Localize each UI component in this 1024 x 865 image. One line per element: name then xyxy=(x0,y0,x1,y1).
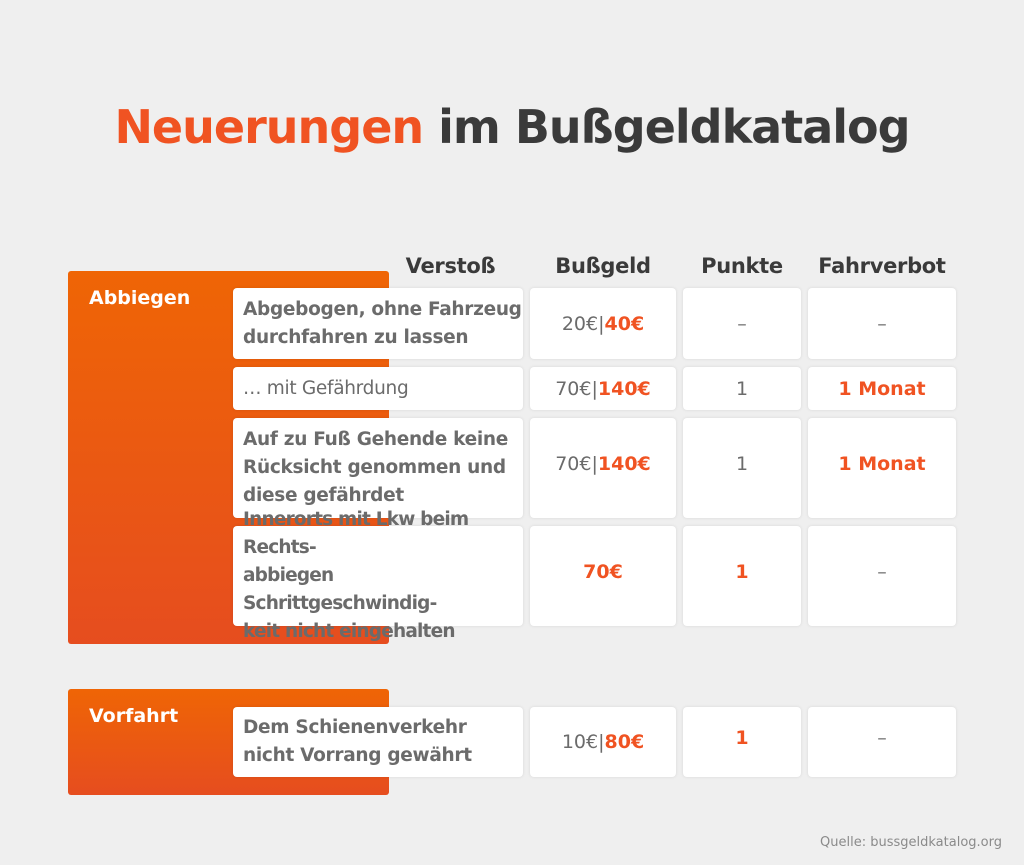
title-accent: Neuerungen xyxy=(114,100,424,154)
fahrverbot-cell: 1 Monat xyxy=(808,418,956,518)
category-label: Vorfahrt xyxy=(89,705,179,727)
fahrverbot-value: 1 Monat xyxy=(838,453,926,475)
bussgeld-new: 140€ xyxy=(597,377,651,400)
column-header-verstoss: Verstoß xyxy=(405,254,496,278)
punkte-value: 1 xyxy=(735,727,749,749)
punkte-value: 1 xyxy=(735,561,749,583)
bussgeld-cell: 70€ | 140€ xyxy=(530,367,676,410)
punkte-cell: 1 xyxy=(683,707,801,777)
bussgeld-separator: | xyxy=(591,377,598,400)
verstoss-line: keit nicht eingehalten xyxy=(243,621,456,642)
verstoss-line: Innerorts mit Lkw beim Rechts- xyxy=(243,509,469,558)
column-header-fahrverbot: Fahrverbot xyxy=(818,254,946,278)
category-label: Abbiegen xyxy=(89,287,191,309)
punkte-cell: – xyxy=(683,288,801,359)
verstoss-text: … mit Gefährdung xyxy=(243,377,409,399)
punkte-value: – xyxy=(737,312,747,335)
verstoss-line: abbiegen Schrittgeschwindig- xyxy=(243,565,437,614)
punkte-cell: 1 xyxy=(683,526,801,626)
bussgeld-separator: | xyxy=(598,312,605,335)
fahrverbot-cell: – xyxy=(808,526,956,626)
bussgeld-cell: 20€ | 40€ xyxy=(530,288,676,359)
bussgeld-new: 140€ xyxy=(597,453,651,475)
fahrverbot-cell: – xyxy=(808,288,956,359)
bussgeld-old: 10€ xyxy=(561,731,599,753)
bussgeld-new: 40€ xyxy=(604,312,645,335)
punkte-cell: 1 xyxy=(683,367,801,410)
bussgeld-old: 70€ xyxy=(555,377,592,400)
bussgeld-new: 80€ xyxy=(604,731,645,753)
fahrverbot-value: – xyxy=(877,561,887,583)
bussgeld-old: 20€ xyxy=(561,312,599,335)
verstoss-text: Auf zu Fuß Gehende keine Rücksicht genom… xyxy=(243,429,509,506)
verstoss-cell: Auf zu Fuß Gehende keine Rücksicht genom… xyxy=(233,418,523,518)
page-title: Neuerungen im Bußgeldkatalog xyxy=(0,100,1024,154)
bussgeld-cell: 70€ xyxy=(530,526,676,626)
verstoss-cell: Dem Schienenverkehr nicht Vorrang gewähr… xyxy=(233,707,523,777)
source-credit: Quelle: bussgeldkatalog.org xyxy=(820,835,1002,850)
fahrverbot-value: 1 Monat xyxy=(838,377,926,400)
punkte-cell: 1 xyxy=(683,418,801,518)
fahrverbot-cell: 1 Monat xyxy=(808,367,956,410)
bussgeld-cell: 70€ | 140€ xyxy=(530,418,676,518)
verstoss-cell: … mit Gefährdung xyxy=(233,367,523,410)
verstoss-cell: Innerorts mit Lkw beim Rechts- abbiegen … xyxy=(233,509,523,642)
title-rest: im Bußgeldkatalog xyxy=(423,100,910,154)
bussgeld-cell: 10€ | 80€ xyxy=(530,707,676,777)
punkte-value: 1 xyxy=(735,453,749,475)
bussgeld-old: 70€ xyxy=(555,453,592,475)
column-header-bussgeld: Bußgeld xyxy=(555,254,651,278)
fahrverbot-value: – xyxy=(877,312,887,335)
fahrverbot-cell: – xyxy=(808,707,956,777)
column-header-punkte: Punkte xyxy=(701,254,783,278)
fahrverbot-value: – xyxy=(877,727,887,749)
bussgeld-separator: | xyxy=(598,731,605,753)
bussgeld-separator: | xyxy=(591,453,598,475)
verstoss-text: Dem Schienenverkehr nicht Vorrang gewähr… xyxy=(243,717,472,766)
verstoss-cell: Abgebogen, ohne Fahrzeug durchfahren zu … xyxy=(233,288,523,359)
bussgeld-new: 70€ xyxy=(583,561,623,583)
verstoss-text: Abgebogen, ohne Fahrzeug durchfahren zu … xyxy=(243,298,522,348)
punkte-value: 1 xyxy=(735,377,749,400)
